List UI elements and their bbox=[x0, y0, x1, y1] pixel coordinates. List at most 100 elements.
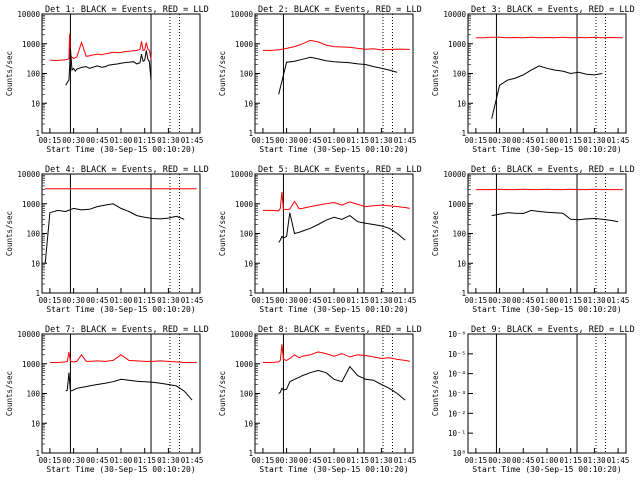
det2-y-axis-label: Counts/sec bbox=[218, 51, 227, 96]
det4-x-axis-label: Start Time (30-Sep-15 00:10:20) bbox=[46, 305, 195, 314]
det3-x-tick-label: 01:15 bbox=[559, 136, 582, 145]
det8-x-tick-label: 01:15 bbox=[346, 456, 369, 465]
det9-y-tick-label: 10⁻⁵ bbox=[448, 350, 466, 359]
det8-title: Det 8: BLACK = Events, RED = LLD bbox=[258, 325, 422, 335]
det1-series-red bbox=[50, 34, 151, 61]
det2-x-tick-label: 01:00 bbox=[323, 136, 346, 145]
det9-y-tick-label: 10⁻⁴ bbox=[448, 370, 466, 379]
det5-x-tick-label: 01:45 bbox=[394, 296, 417, 305]
det1-series-black bbox=[66, 48, 151, 85]
det9-y-tick-label: 10⁻⁶ bbox=[448, 330, 466, 339]
det7-x-tick-label: 01:00 bbox=[110, 456, 133, 465]
det2-x-tick-label: 00:45 bbox=[299, 136, 322, 145]
det5-series-red bbox=[263, 192, 410, 211]
det8-x-tick-label: 00:30 bbox=[275, 456, 298, 465]
det4-x-tick-label: 01:15 bbox=[133, 296, 156, 305]
det3-x-axis-label: Start Time (30-Sep-15 00:10:20) bbox=[472, 145, 621, 154]
det3-x-tick-label: 00:30 bbox=[488, 136, 511, 145]
det8-x-tick-label: 01:00 bbox=[323, 456, 346, 465]
det7-plot-frame bbox=[42, 334, 200, 453]
det5-y-axis-label: Counts/sec bbox=[218, 211, 227, 256]
det8-x-tick-label: 01:45 bbox=[394, 456, 417, 465]
det8-x-tick-label: 01:30 bbox=[370, 456, 393, 465]
det7-x-tick-label: 01:30 bbox=[157, 456, 180, 465]
det2-title: Det 2: BLACK = Events, RED = LLD bbox=[258, 5, 422, 15]
det4-x-tick-label: 01:30 bbox=[157, 296, 180, 305]
det7-y-axis-label: Counts/sec bbox=[5, 371, 14, 416]
det7-y-tick-label: 1000 bbox=[22, 360, 41, 369]
det7-x-tick-label: 00:30 bbox=[62, 456, 85, 465]
det2-plot-frame bbox=[255, 14, 413, 133]
det8-y-tick-label: 10 bbox=[244, 419, 254, 428]
det8-y-tick-label: 10000 bbox=[230, 330, 253, 339]
det1-x-tick-label: 00:30 bbox=[62, 136, 85, 145]
det1-x-tick-label: 01:30 bbox=[157, 136, 180, 145]
det6-x-tick-label: 00:30 bbox=[488, 296, 511, 305]
det7-title: Det 7: BLACK = Events, RED = LLD bbox=[45, 325, 209, 335]
det5-x-axis-label: Start Time (30-Sep-15 00:10:20) bbox=[259, 305, 408, 314]
det1-y-tick-label: 10 bbox=[31, 99, 41, 108]
det6-y-axis-label: Counts/sec bbox=[431, 211, 440, 256]
det9-x-tick-label: 01:15 bbox=[559, 456, 582, 465]
det6-x-tick-label: 00:45 bbox=[512, 296, 535, 305]
det9-x-tick-label: 00:45 bbox=[512, 456, 535, 465]
det2-y-tick-label: 100 bbox=[239, 70, 253, 79]
det1-y-tick-label: 10000 bbox=[17, 10, 40, 19]
det8-y-tick-label: 100 bbox=[239, 390, 253, 399]
det3-x-tick-label: 01:45 bbox=[607, 136, 630, 145]
det7-y-tick-label: 10 bbox=[31, 419, 41, 428]
det1-x-tick-label: 01:15 bbox=[133, 136, 156, 145]
det6-series-black bbox=[492, 210, 618, 221]
det8-y-tick-label: 1000 bbox=[235, 360, 254, 369]
det4-y-axis-label: Counts/sec bbox=[5, 211, 14, 256]
det3-series-black bbox=[492, 66, 603, 119]
det5-y-tick-label: 100 bbox=[239, 230, 253, 239]
det2-series-black bbox=[279, 57, 398, 94]
det5-x-tick-label: 01:15 bbox=[346, 296, 369, 305]
det3-x-tick-label: 00:15 bbox=[465, 136, 488, 145]
det5-x-tick-label: 00:30 bbox=[275, 296, 298, 305]
det1-y-tick-label: 1000 bbox=[22, 40, 41, 49]
det7-y-tick-label: 100 bbox=[26, 390, 40, 399]
det8-x-tick-label: 00:45 bbox=[299, 456, 322, 465]
det1-y-axis-label: Counts/sec bbox=[5, 51, 14, 96]
det5-x-tick-label: 00:45 bbox=[299, 296, 322, 305]
det5-series-black bbox=[279, 213, 405, 243]
det6-x-tick-label: 01:00 bbox=[536, 296, 559, 305]
det3-y-tick-label: 1000 bbox=[448, 40, 467, 49]
det1-title: Det 1: BLACK = Events, RED = LLD bbox=[45, 5, 209, 15]
det6-x-axis-label: Start Time (30-Sep-15 00:10:20) bbox=[472, 305, 621, 314]
det3-title: Det 3: BLACK = Events, RED = LLD bbox=[471, 5, 635, 15]
det7-x-tick-label: 01:45 bbox=[181, 456, 204, 465]
det4-series-black bbox=[45, 204, 184, 263]
det5-title: Det 5: BLACK = Events, RED = LLD bbox=[258, 165, 422, 175]
det2-x-tick-label: 00:30 bbox=[275, 136, 298, 145]
det4-y-tick-label: 1000 bbox=[22, 200, 41, 209]
det1-x-tick-label: 01:45 bbox=[181, 136, 204, 145]
det9-y-tick-label: 10⁻² bbox=[448, 409, 466, 418]
det4-x-tick-label: 01:45 bbox=[181, 296, 204, 305]
det4-x-tick-label: 00:45 bbox=[86, 296, 109, 305]
det2-x-axis-label: Start Time (30-Sep-15 00:10:20) bbox=[259, 145, 408, 154]
det8-series-red bbox=[263, 344, 410, 362]
det2-x-tick-label: 01:45 bbox=[394, 136, 417, 145]
det2-x-tick-label: 00:15 bbox=[252, 136, 275, 145]
det3-y-axis-label: Counts/sec bbox=[431, 51, 440, 96]
det1-x-tick-label: 00:15 bbox=[39, 136, 62, 145]
det6-x-tick-label: 01:45 bbox=[607, 296, 630, 305]
det8-series-black bbox=[279, 367, 405, 401]
det2-y-tick-label: 1000 bbox=[235, 40, 254, 49]
det7-x-tick-label: 00:45 bbox=[86, 456, 109, 465]
det6-y-tick-label: 1000 bbox=[448, 200, 467, 209]
det9-y-tick-label: 10⁻¹ bbox=[448, 429, 466, 438]
det2-y-tick-label: 10 bbox=[244, 99, 254, 108]
det2-y-tick-label: 10000 bbox=[230, 10, 253, 19]
det5-x-tick-label: 01:30 bbox=[370, 296, 393, 305]
det7-series-red bbox=[50, 352, 197, 363]
det7-series-black bbox=[66, 373, 192, 400]
det1-x-axis-label: Start Time (30-Sep-15 00:10:20) bbox=[46, 145, 195, 154]
det9-x-tick-label: 01:00 bbox=[536, 456, 559, 465]
det4-x-tick-label: 00:30 bbox=[62, 296, 85, 305]
det2-x-tick-label: 01:15 bbox=[346, 136, 369, 145]
